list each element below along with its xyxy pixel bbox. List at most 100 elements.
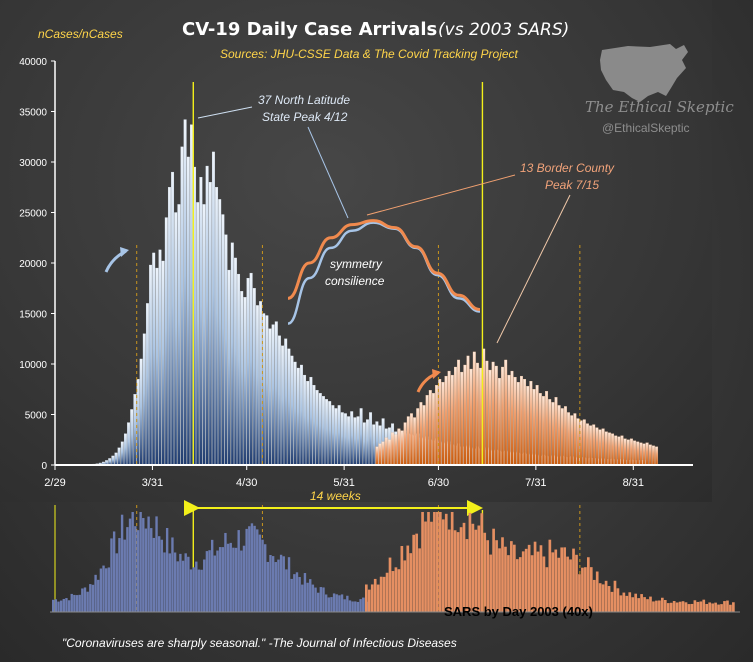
sars-bar-blue	[70, 593, 73, 612]
bar	[309, 376, 313, 466]
sars-bar-orange	[507, 555, 510, 612]
bar	[255, 305, 259, 466]
sars-bar-orange	[610, 591, 614, 612]
sars-bar-orange	[628, 592, 632, 612]
bar	[183, 119, 187, 466]
sars-bar-blue	[195, 561, 198, 612]
sars-bar-orange	[468, 512, 472, 612]
sars-bar-orange	[560, 547, 564, 612]
bar	[510, 370, 514, 466]
sars-bar-orange	[643, 597, 646, 612]
brand-name: The Ethical Skeptic	[585, 98, 734, 116]
bar	[340, 412, 344, 466]
sars-bar-orange	[687, 604, 691, 612]
sars-bar-orange	[634, 593, 638, 612]
sars-bar-orange	[391, 571, 395, 612]
bar	[529, 381, 533, 466]
sars-bar-blue	[322, 587, 325, 612]
sars-label: SARS by Day 2003 (40x)	[444, 604, 593, 619]
sars-bar-orange	[365, 584, 368, 612]
sars-bar-blue	[240, 550, 243, 612]
bar	[560, 408, 564, 466]
bar	[438, 378, 442, 466]
sars-bar-orange	[430, 521, 433, 612]
bar	[211, 151, 215, 466]
bar	[205, 165, 209, 466]
bar	[488, 369, 492, 466]
bar	[249, 272, 253, 466]
sars-bar-orange	[551, 552, 555, 612]
sars-bar-blue	[200, 569, 203, 612]
y-tick-label: 20000	[19, 259, 47, 270]
sars-bar-orange	[714, 602, 717, 612]
sars-bar-orange	[465, 539, 469, 612]
sars-bar-blue	[115, 553, 118, 612]
bar	[601, 428, 605, 466]
sars-bar-blue	[118, 538, 121, 612]
sars-bar-orange	[513, 544, 516, 612]
bar	[306, 381, 310, 466]
bar	[651, 445, 655, 466]
sars-bar-orange	[732, 602, 735, 612]
sars-bar-orange	[524, 548, 528, 612]
bar	[359, 408, 363, 466]
bar	[384, 437, 388, 466]
sars-bar-blue	[340, 594, 344, 612]
sars-bar-orange	[693, 600, 697, 612]
sars-bar-orange	[675, 602, 679, 612]
sars-bar-orange	[462, 522, 466, 612]
usa-map-icon	[600, 44, 688, 102]
bar	[526, 386, 530, 466]
x-axis: 2/29 3/31 4/30 5/31 6/30 7/31 8/31	[44, 464, 693, 489]
sars-bar-orange	[652, 601, 655, 612]
sars-bar-blue	[338, 595, 341, 612]
bar	[208, 182, 212, 466]
sars-bar-orange	[447, 529, 451, 612]
sars-bar-blue	[277, 559, 280, 612]
sars-bar-blue	[105, 568, 108, 612]
symmetry-label-line2: consilience	[325, 274, 385, 288]
sars-bar-blue	[134, 526, 137, 612]
bar	[422, 405, 426, 466]
sars-bar-blue	[158, 536, 161, 612]
sars-bar-blue	[208, 550, 211, 612]
sars-bar-orange	[527, 544, 531, 612]
sars-bar-blue	[264, 544, 267, 612]
bar	[494, 365, 498, 466]
orange-peak-annotation-line2: Peak 7/15	[545, 178, 599, 192]
bar	[416, 408, 420, 466]
bar	[457, 359, 461, 466]
bar	[642, 443, 646, 466]
sars-bar-orange	[711, 603, 714, 612]
bar	[501, 366, 505, 466]
sars-bar-blue	[179, 553, 182, 612]
sars-bar-blue	[327, 597, 330, 612]
sars-bar-orange	[427, 512, 430, 612]
bar	[620, 435, 624, 466]
sars-bar-blue	[330, 597, 333, 612]
bar	[215, 187, 219, 466]
y-tick-label: 40000	[19, 57, 47, 68]
symmetry-curve-orange	[287, 219, 481, 311]
sars-bar-orange	[480, 513, 484, 612]
sars-bar-orange	[563, 547, 566, 612]
bar	[120, 441, 124, 466]
sars-bar-orange	[376, 584, 380, 612]
sars-bar-orange	[521, 551, 525, 612]
y-axis-label: nCases/nCases	[38, 27, 123, 41]
bar	[614, 435, 618, 466]
sars-bar-orange	[385, 572, 389, 612]
sars-bar-orange	[607, 586, 611, 612]
y-tick-label: 5000	[25, 411, 48, 422]
sars-bar-blue	[242, 545, 246, 612]
bar	[343, 413, 347, 466]
bar	[428, 390, 432, 466]
bar	[268, 328, 272, 466]
bar	[114, 452, 118, 466]
bar	[240, 291, 244, 466]
sars-bar-orange	[729, 604, 732, 612]
sars-bar-blue	[160, 539, 164, 612]
bar	[441, 382, 445, 466]
